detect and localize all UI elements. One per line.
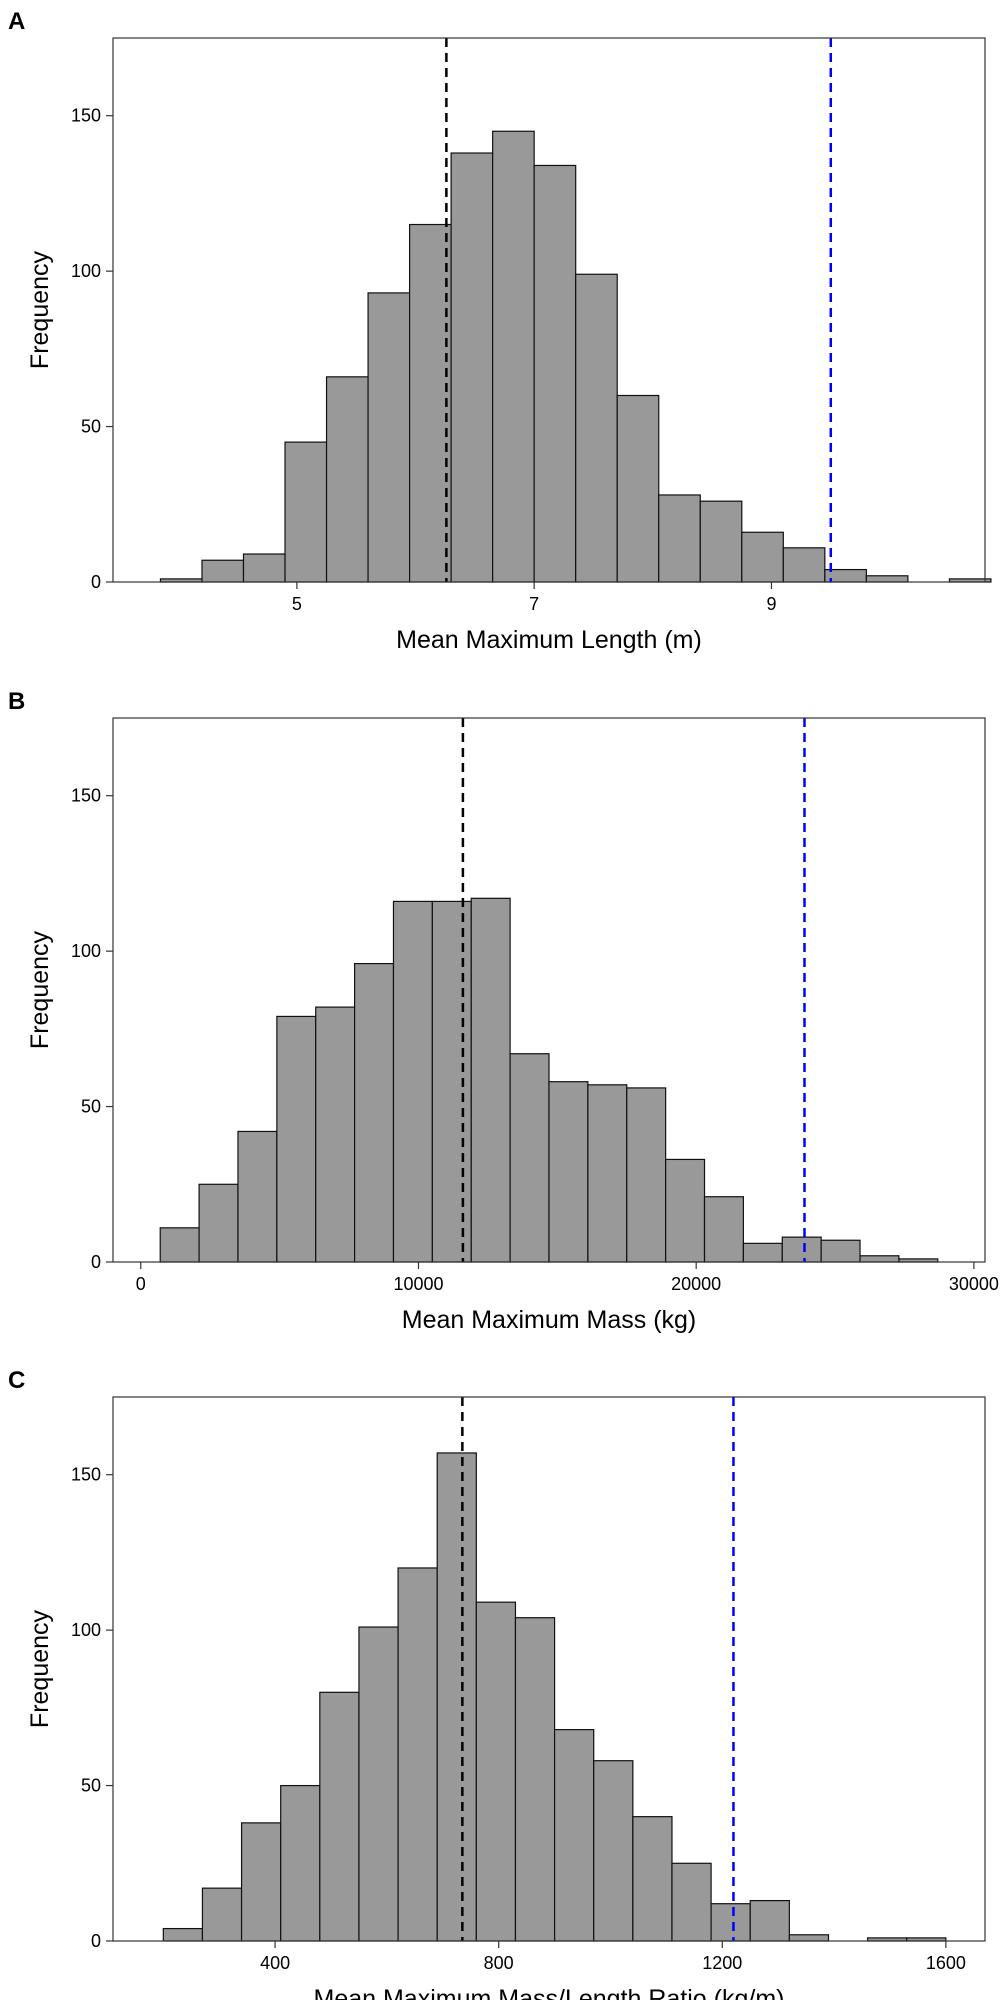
histogram-bar [237, 1130, 278, 1263]
histogram-bar [509, 1053, 550, 1263]
histogram-bar [703, 1196, 745, 1263]
plot-frame [112, 37, 986, 583]
histogram-bar [626, 1087, 667, 1263]
x-tick-label: 400 [260, 1953, 290, 1973]
x-axis-title: Mean Maximum Length (m) [396, 626, 702, 654]
histogram-bar [198, 1183, 239, 1263]
x-axis-title: Mean Maximum Mass/Length Ratio (kg/m) [314, 1985, 785, 2000]
histogram-bar [367, 292, 411, 583]
x-tick-label: 5 [292, 594, 302, 614]
panel-b: B 0 50 100 150 0 10000 20000 30000 Mean Maximum M… [8, 688, 999, 1334]
histogram-bar [514, 1617, 556, 1942]
histogram-bar [788, 1934, 830, 1942]
histogram-bar [587, 1084, 628, 1263]
histogram-bar [276, 1015, 317, 1263]
panel-label: C [8, 1367, 25, 1394]
y-tick-label: 150 [71, 106, 101, 126]
histogram-bar [201, 559, 245, 583]
histogram-bar [859, 1255, 900, 1263]
x-tick-label: 20000 [671, 1274, 721, 1294]
y-axis-title: Frequency [26, 930, 54, 1049]
y-tick-label: 50 [81, 1776, 101, 1796]
histogram-bar [632, 1816, 673, 1942]
histogram-bar [665, 1158, 706, 1263]
histogram-bar [658, 494, 701, 583]
histogram-bar [492, 130, 535, 583]
panel-label: A [8, 8, 25, 35]
y-axis-title: Frequency [26, 250, 54, 369]
histogram-bar [284, 441, 328, 583]
plot-frame [112, 1396, 986, 1942]
histogram-bar [358, 1626, 399, 1942]
panel-c: C 0 50 100 150 400 800 1200 1600 Mean Maximum Mas… [8, 1367, 986, 2000]
histogram-bar [741, 531, 784, 583]
histogram-bar [865, 575, 909, 583]
histogram-bar [354, 962, 395, 1263]
x-tick-label: 30000 [949, 1274, 999, 1294]
histogram-bar [710, 1903, 751, 1942]
histogram-bar [742, 1242, 783, 1263]
x-tick-label: 1200 [702, 1953, 742, 1973]
y-tick-label: 100 [71, 941, 101, 961]
histogram-bar [319, 1691, 360, 1942]
histogram-bar [325, 376, 369, 583]
y-tick-label: 100 [71, 261, 101, 281]
x-tick-label: 7 [529, 594, 539, 614]
histogram-bar [470, 897, 511, 1263]
histogram-bar [749, 1899, 790, 1942]
y-tick-label: 0 [91, 1931, 101, 1951]
x-tick-label: 1600 [926, 1953, 966, 1973]
histogram-bar [240, 1822, 282, 1942]
y-axis-title: Frequency [26, 1609, 54, 1728]
histogram-bar [820, 1239, 861, 1263]
histogram-bar [431, 900, 472, 1263]
histogram-bar [475, 1601, 517, 1942]
histogram-bar [409, 223, 452, 583]
histogram-bar [242, 553, 286, 583]
histogram-bar [548, 1081, 589, 1263]
x-tick-label: 800 [484, 1953, 514, 1973]
histogram-bar [575, 273, 618, 583]
histogram-bar [162, 1927, 204, 1942]
x-tick-label: 0 [136, 1274, 146, 1294]
histogram-bar [671, 1862, 712, 1942]
histogram-bar [201, 1887, 243, 1942]
histogram-bar [533, 164, 577, 583]
y-tick-label: 0 [91, 1252, 101, 1272]
histogram-bar [397, 1567, 438, 1942]
y-tick-label: 150 [71, 1465, 101, 1485]
histogram-bar [159, 1227, 200, 1263]
x-tick-label: 9 [766, 594, 776, 614]
y-tick-label: 50 [81, 1097, 101, 1117]
histogram-bar [315, 1006, 356, 1263]
histogram-bar [781, 1236, 822, 1263]
y-tick-label: 50 [81, 417, 101, 437]
plot-frame [112, 717, 986, 1263]
x-tick-label: 10000 [393, 1274, 443, 1294]
y-tick-label: 150 [71, 786, 101, 806]
histogram-bar [782, 547, 826, 583]
x-axis-title: Mean Maximum Mass (kg) [402, 1306, 697, 1334]
histogram-bar [593, 1760, 634, 1942]
histogram-bar [699, 500, 743, 583]
y-tick-label: 100 [71, 1620, 101, 1640]
histogram-bar [450, 152, 494, 583]
panel-a: A 0 50 100 150 5 7 9 Mean Maximum Length (m) Freq… [8, 8, 992, 654]
histogram-bar [553, 1729, 595, 1942]
histogram-bar [436, 1452, 477, 1942]
histogram-bar [616, 394, 660, 583]
y-tick-label: 0 [91, 572, 101, 592]
histogram-bar [280, 1784, 321, 1942]
panel-label: B [8, 688, 25, 715]
histogram-bar [392, 900, 433, 1263]
